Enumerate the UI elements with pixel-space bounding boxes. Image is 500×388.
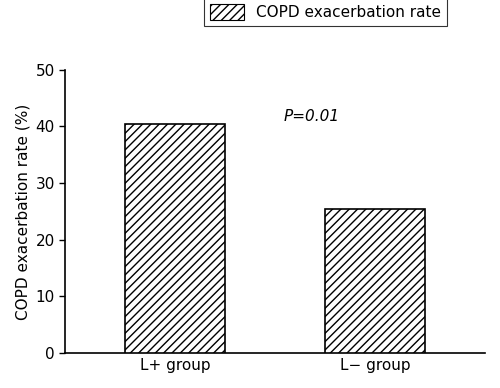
Bar bbox=[126, 124, 225, 353]
Legend: COPD exacerbation rate: COPD exacerbation rate bbox=[204, 0, 447, 26]
Text: P=0.01: P=0.01 bbox=[284, 109, 340, 124]
Bar bbox=[325, 209, 425, 353]
Y-axis label: COPD exacerbation rate (%): COPD exacerbation rate (%) bbox=[15, 103, 30, 320]
